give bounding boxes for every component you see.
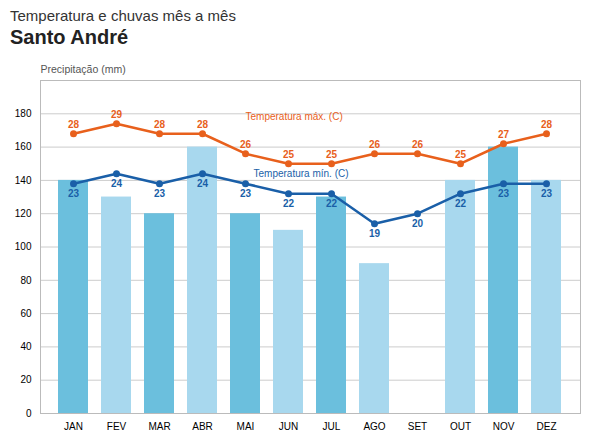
svg-text:Temperatura máx. (C): Temperatura máx. (C) — [246, 111, 343, 122]
svg-text:28: 28 — [197, 119, 209, 130]
svg-text:MAI: MAI — [237, 421, 255, 432]
svg-text:28: 28 — [68, 119, 80, 130]
svg-text:JUL: JUL — [323, 421, 341, 432]
svg-text:120: 120 — [15, 208, 32, 219]
svg-text:20: 20 — [20, 374, 32, 385]
svg-text:23: 23 — [240, 188, 252, 199]
svg-text:25: 25 — [283, 149, 295, 160]
svg-text:28: 28 — [154, 119, 166, 130]
svg-text:26: 26 — [240, 139, 252, 150]
svg-text:80: 80 — [20, 275, 32, 286]
svg-text:ABR: ABR — [192, 421, 213, 432]
svg-text:40: 40 — [20, 341, 32, 352]
svg-text:180: 180 — [15, 108, 32, 119]
svg-text:29: 29 — [111, 109, 123, 120]
svg-text:23: 23 — [154, 188, 166, 199]
html-text:Temperatura e chuvas mês a mês: Temperatura e chuvas mês a mês — [10, 7, 236, 24]
svg-text:24: 24 — [197, 178, 209, 189]
html-text:Santo André: Santo André — [10, 26, 129, 48]
svg-text:22: 22 — [283, 198, 295, 209]
svg-text:NOV: NOV — [493, 421, 515, 432]
svg-text:OUT: OUT — [450, 421, 471, 432]
svg-text:60: 60 — [20, 308, 32, 319]
svg-text:100: 100 — [15, 241, 32, 252]
svg-text:24: 24 — [111, 178, 123, 189]
svg-text:DEZ: DEZ — [537, 421, 557, 432]
svg-text:25: 25 — [326, 149, 338, 160]
svg-text:25: 25 — [455, 149, 467, 160]
svg-text:28: 28 — [541, 119, 553, 130]
svg-text:JUN: JUN — [279, 421, 298, 432]
svg-text:JAN: JAN — [64, 421, 83, 432]
svg-text:27: 27 — [498, 129, 510, 140]
svg-text:22: 22 — [326, 198, 338, 209]
svg-text:23: 23 — [68, 188, 80, 199]
svg-text:FEV: FEV — [107, 421, 127, 432]
svg-text:Temperatura mín. (C): Temperatura mín. (C) — [254, 168, 349, 179]
svg-text:160: 160 — [15, 141, 32, 152]
svg-text:0: 0 — [26, 408, 32, 419]
svg-text:MAR: MAR — [148, 421, 170, 432]
svg-text:19: 19 — [369, 228, 381, 239]
svg-text:23: 23 — [498, 188, 510, 199]
svg-text:Precipitação (mm): Precipitação (mm) — [41, 63, 126, 75]
svg-text:26: 26 — [412, 139, 424, 150]
svg-text:AGO: AGO — [363, 421, 385, 432]
svg-text:23: 23 — [541, 188, 553, 199]
svg-text:22: 22 — [455, 198, 467, 209]
svg-text:SET: SET — [408, 421, 427, 432]
svg-text:20: 20 — [412, 218, 424, 229]
svg-text:140: 140 — [15, 175, 32, 186]
svg-text:26: 26 — [369, 139, 381, 150]
